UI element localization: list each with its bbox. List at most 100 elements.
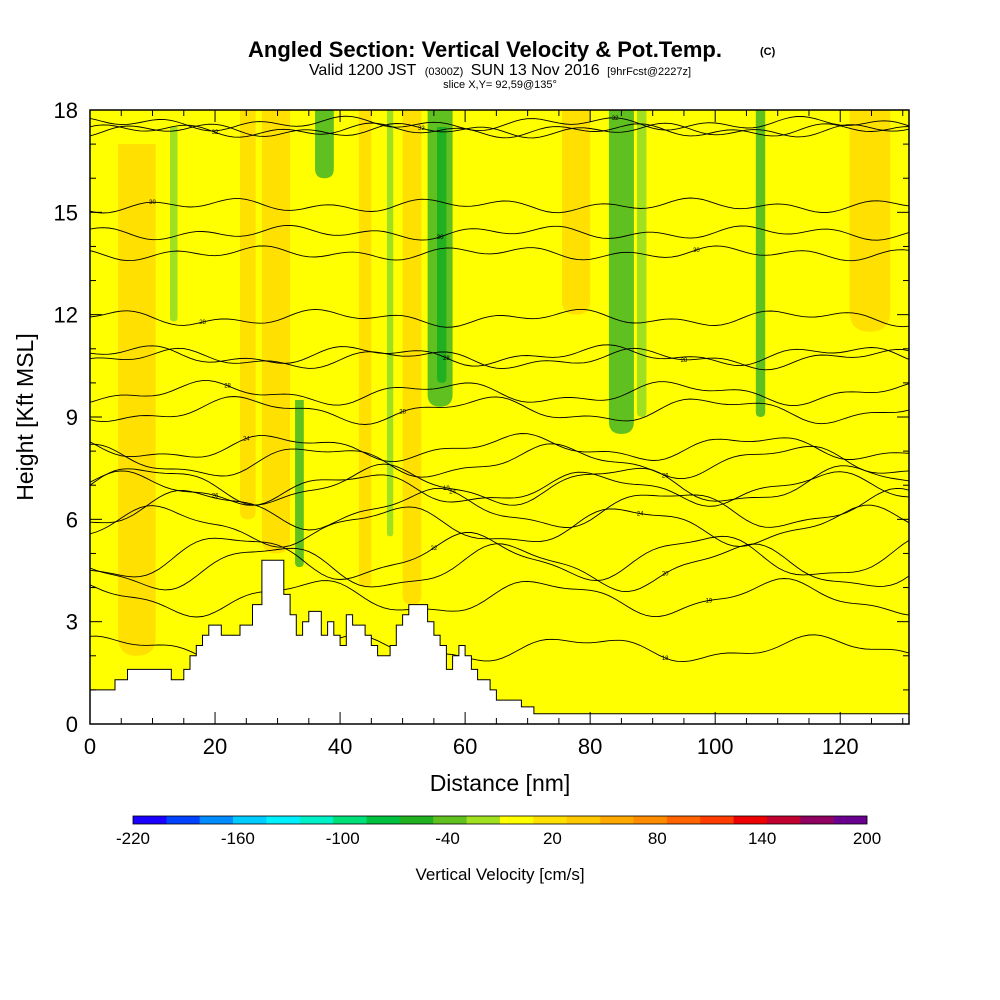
colorbar: -220 -160 -100 -40 20 80 140 200 xyxy=(116,815,881,848)
valid-date: SUN 13 Nov 2016 xyxy=(471,62,600,79)
colorbar-frame xyxy=(132,815,868,825)
x-axis: 0 20 40 60 80 100 120 xyxy=(84,110,904,759)
theta-contour-line xyxy=(90,224,909,241)
x-tick-label: 100 xyxy=(697,734,734,759)
slice-info: slice X,Y= 92,59@135° xyxy=(443,79,557,91)
colorbar-swatch xyxy=(600,816,634,824)
colorbar-tick-label: -40 xyxy=(435,829,460,848)
chart-title: Angled Section: Vertical Velocity & Pot.… xyxy=(248,37,722,62)
y-tick-label: 15 xyxy=(54,200,78,225)
y-tick-label: 9 xyxy=(66,405,78,430)
theta-contour-label: 28 xyxy=(681,358,688,364)
colorbar-swatch xyxy=(566,816,601,824)
colorbar-swatch xyxy=(233,816,267,824)
theta-contour-line xyxy=(90,245,909,262)
colorbar-swatch xyxy=(466,816,501,824)
x-axis-label: Distance [nm] xyxy=(430,770,571,796)
colorbar-swatch xyxy=(533,816,568,824)
theta-contour-line xyxy=(90,463,909,506)
colorbar-tick-label: -100 xyxy=(326,829,360,848)
theta-contour-label: 28 xyxy=(224,384,231,390)
velocity-band-2 xyxy=(315,110,334,179)
theta-contour-label: 28 xyxy=(399,410,406,416)
theta-contour-label: 28 xyxy=(443,356,450,362)
theta-contour-line xyxy=(90,347,909,371)
colorbar-swatch xyxy=(199,816,234,824)
theta-contour-line xyxy=(90,122,909,139)
velocity-band-7 xyxy=(637,110,647,417)
theta-contour-line xyxy=(90,433,909,463)
theta-contour-label: 24 xyxy=(637,512,644,518)
theta-contour-label: 26 xyxy=(212,493,219,499)
theta-contour-label: 32 xyxy=(418,126,425,132)
colorbar-swatch xyxy=(800,816,834,824)
colorbar-tick-label: 20 xyxy=(543,829,562,848)
theta-contour-line xyxy=(90,578,909,618)
x-tick-label: 20 xyxy=(203,734,227,759)
x-tick-label: 0 xyxy=(84,734,96,759)
velocity-band-1 xyxy=(295,399,304,568)
colorbar-swatch xyxy=(500,816,534,824)
theta-contour-label: 30 xyxy=(693,248,700,254)
y-tick-label: 6 xyxy=(66,507,78,532)
theta-contour-line xyxy=(90,122,909,139)
theta-contour-line xyxy=(90,487,909,531)
theta-contour-line xyxy=(90,308,909,328)
theta-contour-label: 24 xyxy=(449,489,456,495)
valid-utc: (0300Z) xyxy=(425,66,464,78)
velocity-band-12 xyxy=(358,110,372,588)
theta-contour-label: 28 xyxy=(199,320,206,326)
theta-contour-label: 22 xyxy=(431,546,438,552)
velocity-band-6 xyxy=(608,110,634,435)
colorbar-swatch xyxy=(166,816,201,824)
x-tick-label: 60 xyxy=(453,734,477,759)
colorbar-tick-label: 140 xyxy=(748,829,776,848)
terrain-mask xyxy=(90,559,909,724)
velocity-band-5 xyxy=(436,127,447,383)
velocity-band-3 xyxy=(386,110,394,537)
colorbar-label: Vertical Velocity [cm/s] xyxy=(415,865,584,884)
theta-contour-line xyxy=(90,396,909,425)
theta-contour-label: 32 xyxy=(612,116,619,122)
colorbar-swatch xyxy=(299,816,334,824)
colorbar-swatch xyxy=(266,816,301,824)
colorbar-swatch xyxy=(666,816,701,824)
plot-area: 1918192022242426262428282828283030303232… xyxy=(90,110,909,724)
velocity-band-15 xyxy=(849,110,891,332)
theta-contour-line xyxy=(90,344,909,367)
colorbar-tick-label: 200 xyxy=(853,829,881,848)
theta-contour-line xyxy=(90,380,909,407)
y-tick-label: 0 xyxy=(66,712,78,737)
valid-prefix: Valid 1200 JST xyxy=(309,62,417,79)
theta-contour-line xyxy=(90,504,909,548)
theta-contour-label: 32 xyxy=(212,130,219,136)
x-tick-label: 40 xyxy=(328,734,352,759)
y-axis: 0 3 6 9 12 15 18 xyxy=(54,98,909,737)
theta-contour-line xyxy=(90,115,909,132)
y-tick-label: 18 xyxy=(54,98,78,123)
x-tick-label: 80 xyxy=(578,734,602,759)
colorbar-swatch xyxy=(766,816,801,824)
velocity-band-8 xyxy=(755,110,766,417)
potential-temperature-contours: 1918192022242426262428282828283030303232… xyxy=(90,115,909,664)
velocity-band-9 xyxy=(118,144,156,656)
colorbar-swatch xyxy=(733,816,768,824)
y-tick-label: 3 xyxy=(66,610,78,635)
x-tick-label: 120 xyxy=(822,734,859,759)
valid-time-line: Valid 1200 JST (0300Z) SUN 13 Nov 2016 [… xyxy=(309,62,691,79)
theta-contour-label: 26 xyxy=(662,473,669,479)
y-axis-label: Height [Kft MSL] xyxy=(12,333,38,500)
colorbar-tick-label: -160 xyxy=(221,829,255,848)
colorbar-tick-label: 80 xyxy=(648,829,667,848)
velocity-band-0 xyxy=(170,127,178,322)
theta-contour-label: 18 xyxy=(662,656,669,662)
theta-contour-line xyxy=(90,470,909,507)
colorbar-swatch xyxy=(700,816,734,824)
colorbar-swatch xyxy=(399,816,434,824)
forecast-info: [9hrFcst@2227z] xyxy=(607,66,691,78)
theta-contour-label: 20 xyxy=(662,572,669,578)
theta-contour-line xyxy=(90,543,909,593)
y-tick-label: 12 xyxy=(54,303,78,328)
colorbar-swatch xyxy=(633,816,668,824)
